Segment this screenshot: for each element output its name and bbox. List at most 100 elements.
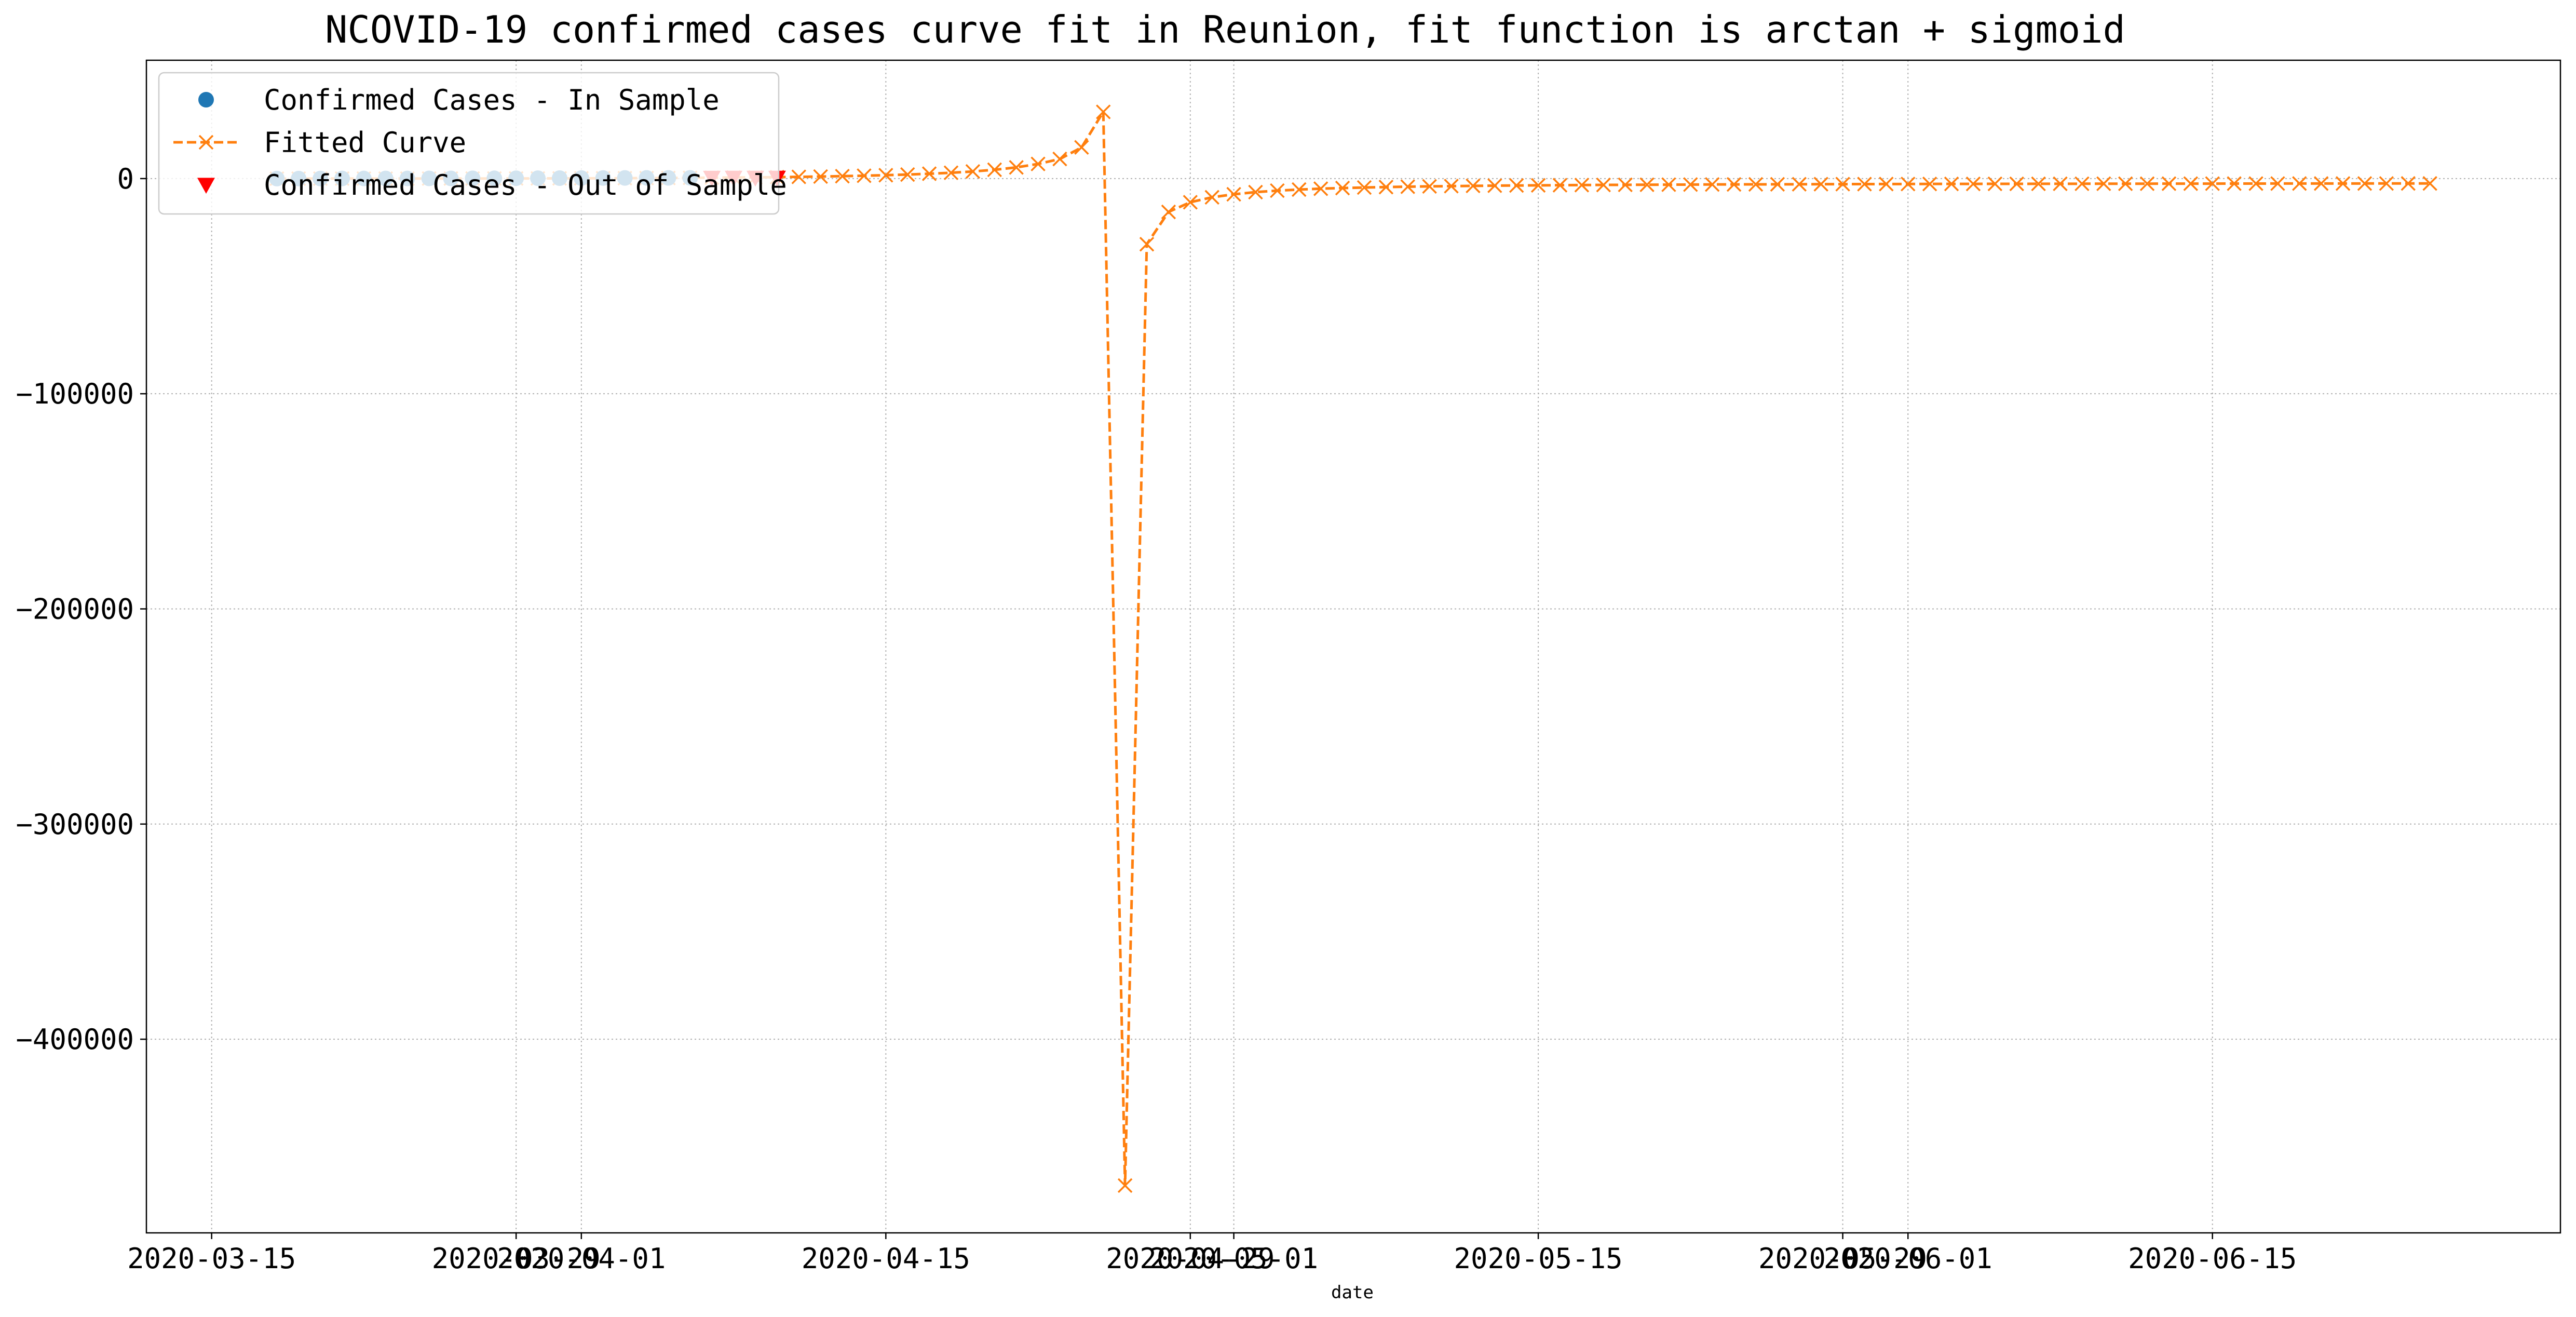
fitted-point xyxy=(1879,177,1894,192)
legend: Confirmed Cases - In Sample Fitted Curve C… xyxy=(158,72,787,215)
fitted-point xyxy=(987,162,1002,178)
plot-area-frame xyxy=(145,59,2561,1234)
fitted-point xyxy=(791,169,806,184)
y-tick-label: 0 xyxy=(117,163,134,195)
fitted-point xyxy=(1552,178,1568,193)
fitted-point xyxy=(2009,176,2024,192)
fitted-point xyxy=(2401,176,2416,191)
fitted-point xyxy=(1857,177,1872,192)
fitted-point xyxy=(2118,176,2133,191)
fitted-point xyxy=(1422,179,1437,194)
x-tick-label: 2020-03-29 xyxy=(432,1242,601,1275)
x-tick-label: 2020-05-29 xyxy=(1758,1242,1927,1275)
fitted-point xyxy=(2248,176,2263,191)
fitted-point xyxy=(1378,179,1394,195)
fitted-point xyxy=(2096,176,2111,192)
fitted-point xyxy=(1009,160,1024,175)
fitted-point xyxy=(2357,176,2372,191)
x-tick-label: 2020-05-01 xyxy=(1149,1242,1318,1275)
fitted-point xyxy=(1509,178,1524,193)
fitted-point xyxy=(1226,186,1241,202)
fitted-point xyxy=(1835,177,1850,192)
fitted-point xyxy=(1096,104,1111,119)
fitted-point xyxy=(1248,184,1263,200)
fitted-point xyxy=(2139,176,2155,191)
x-tick-label: 2020-06-01 xyxy=(1824,1242,1992,1275)
y-tick-label: −300000 xyxy=(16,808,134,841)
fitted-point xyxy=(1487,178,1502,193)
legend-marker-in-sample xyxy=(198,92,214,107)
fitted-point xyxy=(1922,176,1937,192)
x-tick-label: 2020-03-15 xyxy=(127,1242,296,1275)
fitted-point xyxy=(1161,204,1176,220)
fitted-point xyxy=(813,169,828,184)
legend-marker-out-of-sample xyxy=(197,178,215,194)
x-tick-label: 2020-04-15 xyxy=(802,1242,970,1275)
fitted-point xyxy=(2031,176,2046,192)
fitted-point xyxy=(1204,190,1219,205)
fitted-point xyxy=(2292,176,2307,191)
fitted-point xyxy=(1726,177,1742,192)
fitted-point xyxy=(1183,195,1198,210)
chart-title: NCOVID-19 confirmed cases curve fit in R… xyxy=(325,8,2125,51)
x-tick-label: 2020-06-15 xyxy=(2128,1242,2297,1275)
legend-box xyxy=(158,72,780,215)
fitted-point xyxy=(965,164,981,179)
fitted-point xyxy=(2227,176,2242,191)
fitted-point xyxy=(1965,176,1981,192)
fitted-point xyxy=(1052,151,1067,167)
fitted-point xyxy=(1117,1178,1133,1193)
fitted-point xyxy=(1792,177,1807,192)
fitted-point xyxy=(1813,177,1828,192)
fitted-point xyxy=(1292,182,1307,197)
fitted-point xyxy=(1987,176,2003,192)
grid-lines xyxy=(146,60,2560,1233)
fitted-point xyxy=(1944,176,1959,192)
fitted-point xyxy=(943,165,959,180)
fitted-point xyxy=(1466,178,1481,194)
fitted-point xyxy=(1031,156,1046,171)
fitted-point xyxy=(1335,180,1350,196)
fitted-point xyxy=(1618,177,1633,193)
fitted-point xyxy=(1596,177,1611,193)
y-tick-label: −400000 xyxy=(16,1023,134,1056)
fitted-point xyxy=(2205,176,2220,191)
x-tick-label: 2020-05-15 xyxy=(1454,1242,1623,1275)
x-tick-label: 2020-04-29 xyxy=(1106,1242,1275,1275)
fitted-point xyxy=(1313,181,1328,196)
legend-label: Confirmed Cases - In Sample xyxy=(264,84,720,116)
legend-label: Fitted Curve xyxy=(264,126,466,159)
fitted-point xyxy=(2075,176,2090,192)
y-tick-label: −200000 xyxy=(16,593,134,625)
fitted-point xyxy=(1770,177,1785,192)
fitted-point xyxy=(1639,177,1655,192)
x-axis-label: date xyxy=(1331,1282,1374,1303)
fitted-point xyxy=(2161,176,2177,191)
y-tick-label: −100000 xyxy=(16,378,134,410)
fitted-point xyxy=(1901,177,1916,192)
fitted-point xyxy=(1139,236,1155,252)
fitted-point xyxy=(1400,179,1415,194)
fitted-point xyxy=(1357,180,1372,195)
fitted-point xyxy=(2053,176,2068,192)
x-tick-label: 2020-04-01 xyxy=(497,1242,666,1275)
legend-marker-fitted xyxy=(198,135,214,150)
fitted-point xyxy=(835,168,850,184)
fitted-point xyxy=(921,166,937,181)
fitted-point xyxy=(1074,140,1089,155)
fitted-point xyxy=(878,168,893,183)
fitted-point xyxy=(2422,176,2437,191)
fitted-point xyxy=(1270,183,1285,198)
fitted-point xyxy=(1683,177,1698,192)
fitted-point xyxy=(2270,176,2285,191)
fitted-point xyxy=(1574,178,1590,193)
legend-label: Confirmed Cases - Out of Sample xyxy=(264,169,787,201)
fitted-point xyxy=(1530,178,1546,193)
fitted-point xyxy=(2183,176,2199,191)
fitted-point xyxy=(2335,176,2351,191)
fitted-point xyxy=(1661,177,1676,192)
fitted-point xyxy=(2379,176,2394,191)
